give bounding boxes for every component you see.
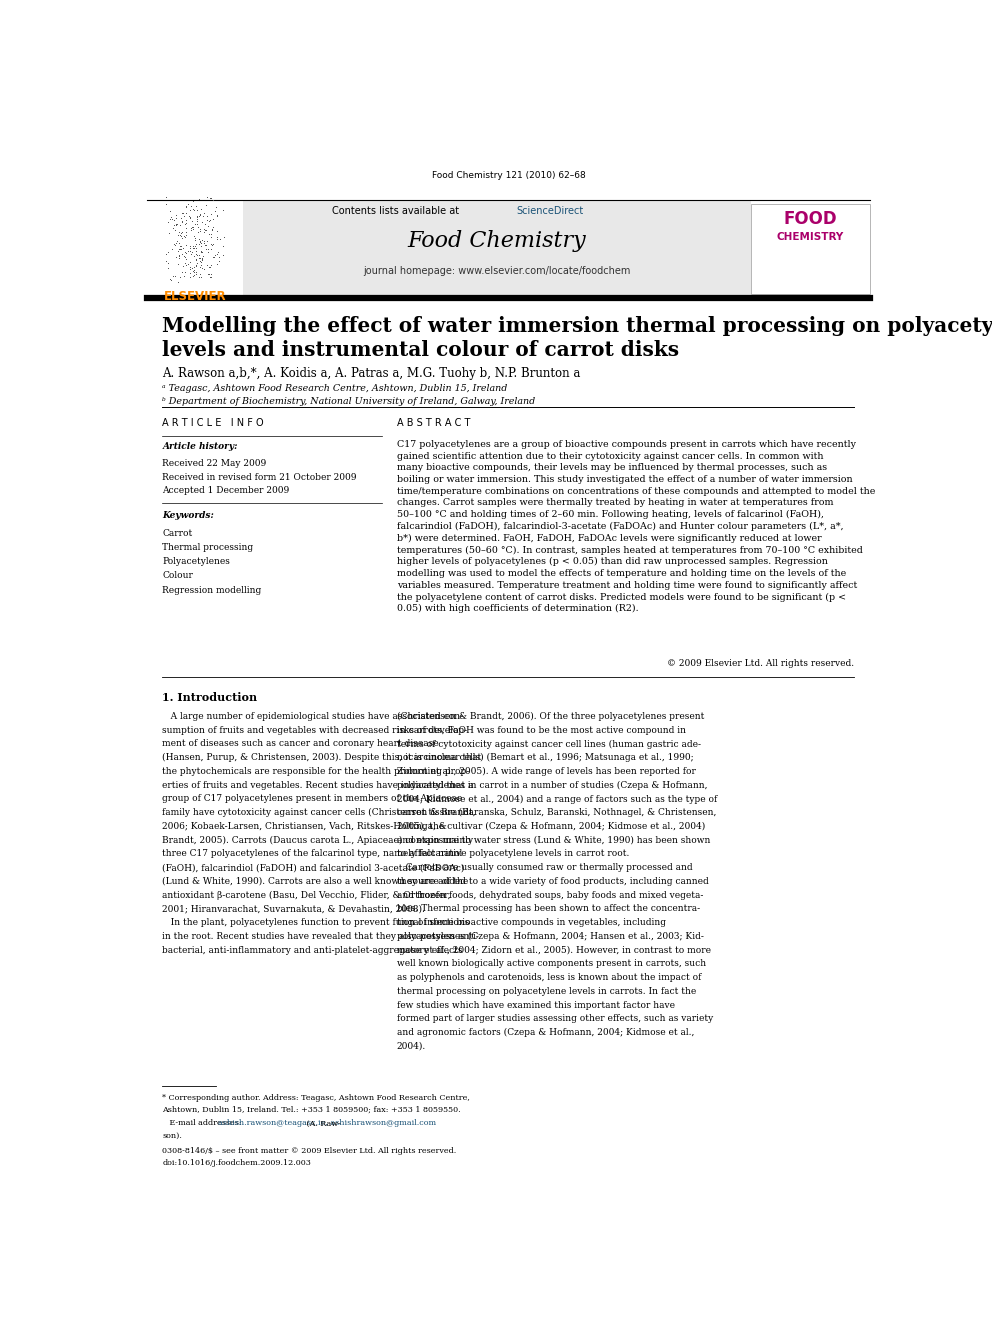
Text: 2006; Kobaek-Larsen, Christiansen, Vach, Ritskes-Holtinga, &: 2006; Kobaek-Larsen, Christiansen, Vach,… bbox=[163, 822, 447, 831]
Text: In the plant, polyacetylenes function to prevent fungal infections: In the plant, polyacetylenes function to… bbox=[163, 918, 470, 927]
Text: few studies which have examined this important factor have: few studies which have examined this imp… bbox=[397, 1000, 675, 1009]
Text: ELSEVIER: ELSEVIER bbox=[164, 290, 226, 303]
Text: Zidorn et al., 2005). A wide range of levels has been reported for: Zidorn et al., 2005). A wide range of le… bbox=[397, 767, 695, 777]
Text: 2004).: 2004). bbox=[397, 1043, 427, 1050]
Text: (Lund & White, 1990). Carrots are also a well known source of the: (Lund & White, 1990). Carrots are also a… bbox=[163, 877, 468, 886]
Text: Brandt, 2005). Carrots (Daucus carota L., Apiaceae) contain mainly: Brandt, 2005). Carrots (Daucus carota L.… bbox=[163, 836, 473, 845]
Text: © 2009 Elsevier Ltd. All rights reserved.: © 2009 Elsevier Ltd. All rights reserved… bbox=[668, 659, 854, 668]
Text: journal homepage: www.elsevier.com/locate/foodchem: journal homepage: www.elsevier.com/locat… bbox=[363, 266, 631, 275]
Text: Contents lists available at: Contents lists available at bbox=[331, 205, 462, 216]
Text: E-mail addresses:: E-mail addresses: bbox=[163, 1119, 245, 1127]
Text: 2001; Hiranvarachat, Suvarnakuta, & Devahastin, 2008).: 2001; Hiranvarachat, Suvarnakuta, & Deva… bbox=[163, 905, 426, 913]
Text: (Hansen, Purup, & Christensen, 2003). Despite this, it is unclear that: (Hansen, Purup, & Christensen, 2003). De… bbox=[163, 753, 482, 762]
Text: antioxidant β-carotene (Basu, Del Vecchio, Flider, & Orthoefer,: antioxidant β-carotene (Basu, Del Vecchi… bbox=[163, 890, 451, 900]
Text: they are added to a wide variety of food products, including canned: they are added to a wide variety of food… bbox=[397, 877, 708, 886]
Text: well known biologically active components present in carrots, such: well known biologically active component… bbox=[397, 959, 706, 968]
Text: polyacetylenes in carrot in a number of studies (Czepa & Hofmann,: polyacetylenes in carrot in a number of … bbox=[397, 781, 707, 790]
Text: ᵇ Department of Biochemistry, National University of Ireland, Galway, Ireland: ᵇ Department of Biochemistry, National U… bbox=[163, 397, 536, 406]
Text: 1. Introduction: 1. Introduction bbox=[163, 692, 258, 703]
Text: ScienceDirect: ScienceDirect bbox=[516, 205, 583, 216]
Text: mose et al., 2004; Zidorn et al., 2005). However, in contrast to more: mose et al., 2004; Zidorn et al., 2005).… bbox=[397, 946, 711, 955]
Text: A large number of epidemiological studies have associated con-: A large number of epidemiological studie… bbox=[163, 712, 463, 721]
Text: formed part of larger studies assessing other effects, such as variety: formed part of larger studies assessing … bbox=[397, 1015, 713, 1024]
Text: C17 polyacetylenes are a group of bioactive compounds present in carrots which h: C17 polyacetylenes are a group of bioact… bbox=[397, 441, 875, 614]
Text: * Corresponding author. Address: Teagasc, Ashtown Food Research Centre,: * Corresponding author. Address: Teagasc… bbox=[163, 1094, 470, 1102]
Text: and frozen foods, dehydrated soups, baby foods and mixed vegeta-: and frozen foods, dehydrated soups, baby… bbox=[397, 890, 703, 900]
Text: Keywords:: Keywords: bbox=[163, 511, 214, 520]
Text: A B S T R A C T: A B S T R A C T bbox=[397, 418, 470, 427]
Text: ᵃ Teagasc, Ashtown Food Research Centre, Ashtown, Dublin 15, Ireland: ᵃ Teagasc, Ashtown Food Research Centre,… bbox=[163, 384, 508, 393]
Text: FOOD: FOOD bbox=[784, 209, 837, 228]
Text: and exposure to water stress (Lund & White, 1990) has been shown: and exposure to water stress (Lund & Whi… bbox=[397, 836, 710, 845]
Text: Carrot: Carrot bbox=[163, 529, 192, 537]
Text: 0308-8146/$ – see front matter © 2009 Elsevier Ltd. All rights reserved.: 0308-8146/$ – see front matter © 2009 El… bbox=[163, 1147, 456, 1155]
Text: in the root. Recent studies have revealed that they also possess anti-: in the root. Recent studies have reveale… bbox=[163, 931, 479, 941]
Text: group of C17 polyacetylenes present in members of the Apiaceae: group of C17 polyacetylenes present in m… bbox=[163, 794, 462, 803]
Text: the phytochemicals are responsible for the health promoting prop-: the phytochemicals are responsible for t… bbox=[163, 767, 469, 775]
Text: (A. Raw-: (A. Raw- bbox=[304, 1119, 341, 1127]
Text: carrot tissue (Baranska, Schulz, Baranski, Nothnagel, & Christensen,: carrot tissue (Baranska, Schulz, Baransk… bbox=[397, 808, 716, 818]
Text: Accepted 1 December 2009: Accepted 1 December 2009 bbox=[163, 486, 290, 495]
Text: in carrots, FaOH was found to be the most active compound in: in carrots, FaOH was found to be the mos… bbox=[397, 726, 685, 734]
Text: Ashtown, Dublin 15, Ireland. Tel.: +353 1 8059500; fax: +353 1 8059550.: Ashtown, Dublin 15, Ireland. Tel.: +353 … bbox=[163, 1106, 461, 1114]
Text: A R T I C L E   I N F O: A R T I C L E I N F O bbox=[163, 418, 264, 427]
Text: erties of fruits and vegetables. Recent studies have indicated that a: erties of fruits and vegetables. Recent … bbox=[163, 781, 474, 790]
Text: Thermal processing: Thermal processing bbox=[163, 542, 254, 552]
Text: family have cytotoxicity against cancer cells (Christensen & Brandt,: family have cytotoxicity against cancer … bbox=[163, 808, 476, 818]
Text: as polyphenols and carotenoids, less is known about the impact of: as polyphenols and carotenoids, less is … bbox=[397, 974, 701, 982]
Text: bles. Thermal processing has been shown to affect the concentra-: bles. Thermal processing has been shown … bbox=[397, 905, 700, 913]
Bar bbox=[751, 204, 870, 294]
Text: (FaOH), falcarindiol (FaDOH) and falcarindiol 3-acetate (FaDOAc): (FaOH), falcarindiol (FaDOH) and falcari… bbox=[163, 863, 465, 872]
Text: ment of diseases such as cancer and coronary heart disease: ment of diseases such as cancer and coro… bbox=[163, 740, 439, 749]
Text: thermal processing on polyacetylene levels in carrots. In fact the: thermal processing on polyacetylene leve… bbox=[397, 987, 696, 996]
Text: 2005), the cultivar (Czepa & Hofmann, 2004; Kidmose et al., 2004): 2005), the cultivar (Czepa & Hofmann, 20… bbox=[397, 822, 705, 831]
Text: and agronomic factors (Czepa & Hofmann, 2004; Kidmose et al.,: and agronomic factors (Czepa & Hofmann, … bbox=[397, 1028, 694, 1037]
Text: bacterial, anti-inflammatory and anti-platelet-aggregatory effects: bacterial, anti-inflammatory and anti-pl… bbox=[163, 946, 463, 955]
Bar bbox=[147, 200, 243, 298]
Text: 2004; Kidmose et al., 2004) and a range of factors such as the type of: 2004; Kidmose et al., 2004) and a range … bbox=[397, 794, 717, 803]
Text: Modelling the effect of water immersion thermal processing on polyacetylene
leve: Modelling the effect of water immersion … bbox=[163, 316, 992, 360]
Text: terms of cytotoxicity against cancer cell lines (human gastric ade-: terms of cytotoxicity against cancer cel… bbox=[397, 740, 701, 749]
Text: (Christensen & Brandt, 2006). Of the three polyacetylenes present: (Christensen & Brandt, 2006). Of the thr… bbox=[397, 712, 704, 721]
Text: ashish.rawson@teagasc.ie, ashishrawson@gmail.com: ashish.rawson@teagasc.ie, ashishrawson@g… bbox=[218, 1119, 435, 1127]
Text: nocarcinoma cells) (Bemart et al., 1996; Matsunaga et al., 1990;: nocarcinoma cells) (Bemart et al., 1996;… bbox=[397, 753, 693, 762]
Text: tion of some bioactive compounds in vegetables, including: tion of some bioactive compounds in vege… bbox=[397, 918, 666, 927]
Text: Article history:: Article history: bbox=[163, 442, 238, 451]
Text: to affect native polyacetylene levels in carrot root.: to affect native polyacetylene levels in… bbox=[397, 849, 629, 859]
Text: CHEMISTRY: CHEMISTRY bbox=[777, 232, 844, 242]
Text: Regression modelling: Regression modelling bbox=[163, 586, 262, 594]
Text: Carrots are usually consumed raw or thermally processed and: Carrots are usually consumed raw or ther… bbox=[397, 863, 692, 872]
Text: A. Rawson a,b,*, A. Koidis a, A. Patras a, M.G. Tuohy b, N.P. Brunton a: A. Rawson a,b,*, A. Koidis a, A. Patras … bbox=[163, 366, 580, 380]
Text: doi:10.1016/j.foodchem.2009.12.003: doi:10.1016/j.foodchem.2009.12.003 bbox=[163, 1159, 311, 1167]
Text: Food Chemistry 121 (2010) 62–68: Food Chemistry 121 (2010) 62–68 bbox=[432, 171, 585, 180]
Text: polyacetylenes (Czepa & Hofmann, 2004; Hansen et al., 2003; Kid-: polyacetylenes (Czepa & Hofmann, 2004; H… bbox=[397, 931, 703, 941]
Text: sumption of fruits and vegetables with decreased risks of develop-: sumption of fruits and vegetables with d… bbox=[163, 726, 467, 734]
Text: three C17 polyacetylenes of the falcarinol type, namely falcarinol: three C17 polyacetylenes of the falcarin… bbox=[163, 849, 462, 859]
Text: Polyacetylenes: Polyacetylenes bbox=[163, 557, 230, 566]
Bar bbox=[243, 200, 751, 298]
Text: Received in revised form 21 October 2009: Received in revised form 21 October 2009 bbox=[163, 472, 357, 482]
Text: Colour: Colour bbox=[163, 572, 193, 581]
Text: Food Chemistry: Food Chemistry bbox=[408, 230, 586, 253]
Text: Received 22 May 2009: Received 22 May 2009 bbox=[163, 459, 267, 468]
Text: son).: son). bbox=[163, 1131, 183, 1139]
